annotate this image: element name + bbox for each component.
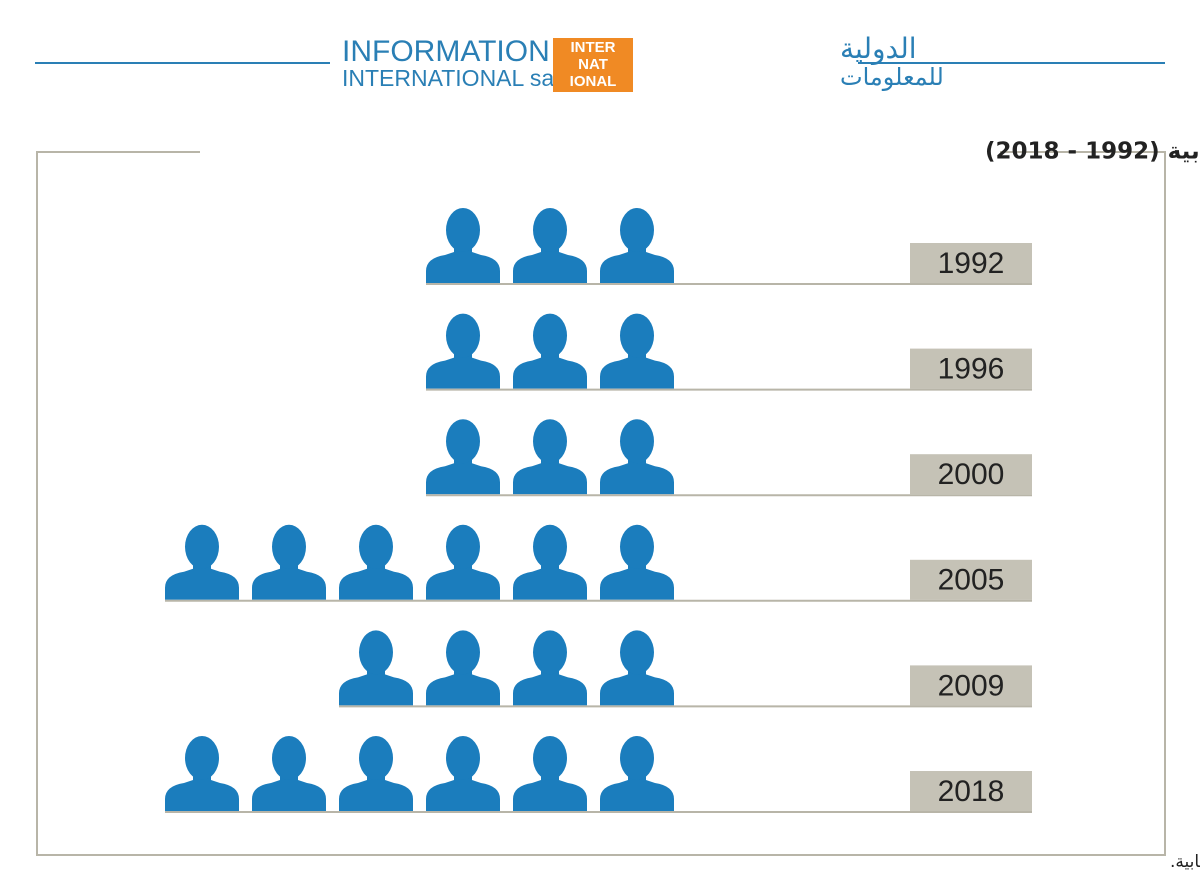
category-label: 2009 (938, 669, 1005, 702)
person-head (272, 736, 306, 780)
logo-text: الدولية (840, 32, 917, 65)
frame (36, 151, 1166, 856)
person-icon (426, 245, 500, 283)
year-box (910, 559, 1032, 600)
category-label: 2000 (938, 458, 1005, 491)
person-head (533, 736, 567, 780)
person-head (533, 313, 567, 358)
year-box (910, 348, 1032, 389)
person-head (446, 208, 480, 252)
category-label: 2005 (938, 564, 1005, 597)
source-note: المصدر: إعداد الشركة الدولية للمعلومات ا… (1170, 848, 1200, 872)
person-icon (600, 773, 674, 811)
category-label: 1996 (938, 353, 1005, 386)
person-head (359, 630, 393, 675)
person-head (359, 524, 393, 569)
logo-box-text: INTER (571, 39, 616, 56)
person-icon (252, 773, 326, 811)
person-head (620, 630, 654, 675)
person-icon (513, 456, 587, 495)
person-head (446, 313, 480, 358)
logo-box (553, 38, 633, 92)
person-icon (513, 773, 587, 811)
person-icon (513, 667, 587, 706)
person-icon (600, 350, 674, 389)
person-head (620, 736, 654, 780)
person-icon (600, 245, 674, 283)
icon-group (165, 736, 674, 811)
person-head (533, 419, 567, 464)
person-icon (513, 245, 587, 283)
person-head (446, 524, 480, 569)
person-head (620, 524, 654, 569)
person-icon (165, 773, 239, 811)
logo-text: INTERNATIONAL sal (342, 65, 559, 91)
person-icon (426, 561, 500, 600)
person-head (185, 736, 219, 780)
person-icon (339, 773, 413, 811)
year-box (910, 243, 1032, 283)
person-icon (600, 667, 674, 706)
icon-group (426, 208, 674, 283)
year-box (910, 665, 1032, 706)
icon-group (426, 419, 674, 495)
person-icon (426, 773, 500, 811)
person-head (620, 419, 654, 464)
person-icon (426, 350, 500, 389)
year-box (910, 771, 1032, 811)
person-head (446, 419, 480, 464)
logo-box-text: NAT (578, 56, 608, 73)
person-icon (426, 667, 500, 706)
category-label: 2018 (938, 775, 1005, 808)
person-icon (252, 561, 326, 600)
person-icon (339, 667, 413, 706)
person-head (533, 208, 567, 252)
person-icon (165, 561, 239, 600)
person-icon (513, 350, 587, 389)
person-head (272, 524, 306, 569)
person-head (359, 736, 393, 780)
person-icon (513, 561, 587, 600)
person-head (620, 313, 654, 358)
person-head (185, 524, 219, 569)
icon-group (426, 313, 674, 389)
logo-box-text: IONAL (570, 73, 617, 90)
person-icon (426, 456, 500, 495)
person-head (533, 524, 567, 569)
person-icon (600, 561, 674, 600)
person-head (446, 630, 480, 675)
person-icon (339, 561, 413, 600)
person-head (620, 208, 654, 252)
category-label: 1992 (938, 247, 1005, 280)
logo-text: INFORMATION (342, 35, 550, 68)
icon-group (165, 524, 674, 600)
logo-text: للمعلومات (840, 63, 944, 91)
icon-group (339, 630, 674, 706)
person-head (446, 736, 480, 780)
chart-title: جدول رقم 2: عدد النواب النساء في المجالس… (985, 139, 1200, 165)
year-box (910, 454, 1032, 495)
person-icon (600, 456, 674, 495)
person-head (533, 630, 567, 675)
